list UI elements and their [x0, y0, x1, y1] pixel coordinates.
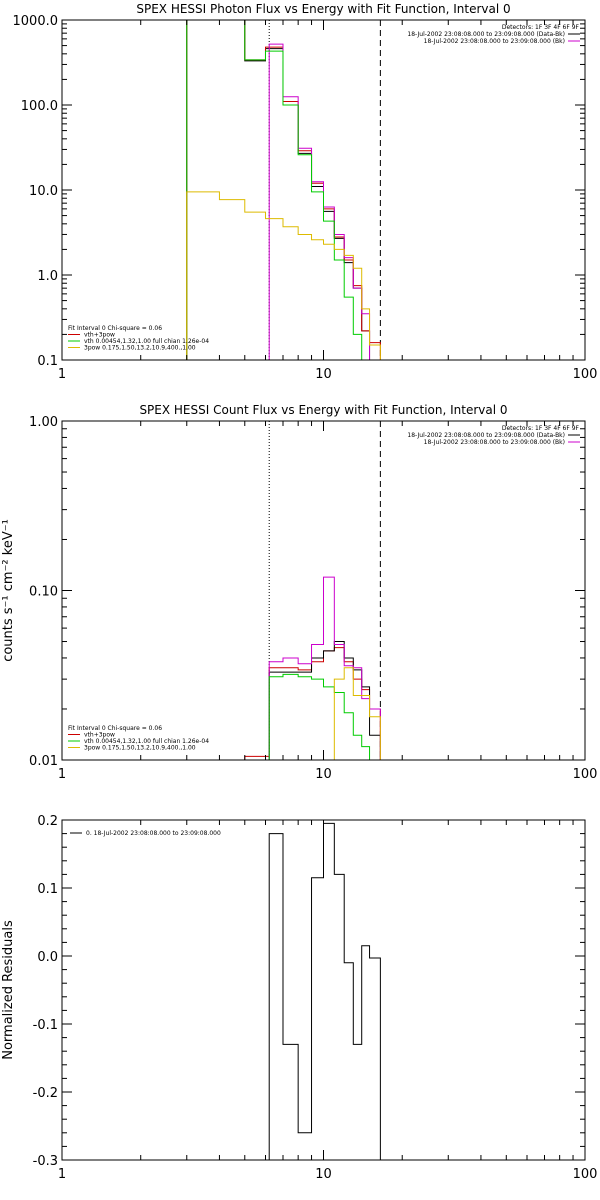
- series-group: [244, 576, 381, 760]
- y-tick-label: 0.1: [37, 354, 58, 369]
- legend-topright-entry: 18-Jul-2002 23:08:08.000 to 23:09:08.000…: [424, 439, 565, 446]
- x-tick-label: 1: [58, 367, 66, 382]
- chart-panel-0: SPEX HESSI Photon Flux vs Energy with Fi…: [13, 2, 598, 382]
- legend-topleft-entry: 0. 18-Jul-2002 23:08:08.000 to 23:09:08.…: [86, 830, 221, 837]
- series-line-2: [268, 576, 381, 760]
- legend-bottomleft-entry: 3pow 0.175,1.50,13.2,10.9,400.,1.00: [84, 345, 196, 352]
- legend-bottomleft-entry: vth 0.00454,1.32,1.00 full chian 1.26e-0…: [84, 338, 209, 345]
- legend-bottomleft-entry: Fit Interval 0 Chi-square = 0.06: [68, 325, 162, 332]
- y-tick-label: 1.00: [29, 415, 58, 430]
- legend-bottomleft-entry: vth 0.00454,1.32,1.00 full chian 1.26e-0…: [84, 738, 209, 745]
- series-line-3: [186, 20, 371, 360]
- series-line-0: [244, 647, 381, 760]
- chart-panel-2: Normalized Residuals 1 10 100 -0.3 -0.2 -0.1 0.…: [1, 814, 597, 1182]
- y-tick-label: 0.0: [37, 950, 58, 965]
- series-line-3: [268, 673, 371, 760]
- y-tick-label: 1.0: [37, 269, 58, 284]
- y-tick-label: -0.2: [33, 1086, 58, 1101]
- series-group: [186, 20, 381, 360]
- y-tick-label: -0.1: [33, 1018, 58, 1033]
- legend-topright-entry: 18-Jul-2002 23:08:08.000 to 23:09:08.000…: [407, 432, 565, 439]
- chart-title: SPEX HESSI Count Flux vs Energy with Fit…: [139, 403, 507, 417]
- series-line-0: [186, 20, 381, 360]
- legend-bottomleft-entry: Fit Interval 0 Chi-square = 0.06: [68, 725, 162, 732]
- y-tick-label: 10.0: [29, 184, 58, 199]
- x-tick-label: 10: [315, 367, 332, 382]
- series-line-2: [268, 43, 381, 360]
- x-tick-label: 100: [573, 767, 598, 782]
- y-axis-label: Normalized Residuals: [1, 920, 16, 1060]
- series-line-4: [333, 667, 381, 760]
- y-tick-label: 1000.0: [13, 14, 59, 29]
- series-line-0: [268, 822, 381, 1160]
- legend-bottomleft-entry: vth+3pow: [84, 732, 115, 739]
- y-tick-label: 0.1: [37, 882, 58, 897]
- legend-topright-entry: Detectors: 1F 3F 4F 6F 9F: [502, 425, 580, 432]
- y-axis-label: counts s⁻¹ cm⁻² keV⁻¹: [1, 519, 16, 662]
- series-line-4: [186, 191, 381, 360]
- legend-topright-entry: Detectors: 1F 3F 4F 6F 9F: [502, 24, 580, 31]
- x-tick-label: 100: [573, 1167, 598, 1182]
- y-tick-label: 0.10: [29, 585, 58, 600]
- x-tick-label: 1: [58, 1167, 66, 1182]
- chart-panel-1: SPEX HESSI Count Flux vs Energy with Fit…: [1, 403, 597, 782]
- y-tick-label: 100.0: [21, 99, 58, 114]
- y-tick-label: -0.3: [33, 1154, 58, 1169]
- series-group: [268, 822, 381, 1160]
- legend-bottomleft-entry: 3pow 0.175,1.50,13.2,10.9,400.,1.00: [84, 745, 196, 752]
- legend-bottomleft-entry: vth+3pow: [84, 332, 115, 339]
- x-tick-label: 100: [573, 367, 598, 382]
- x-tick-label: 1: [58, 767, 66, 782]
- legend-topright-entry: 18-Jul-2002 23:08:08.000 to 23:09:08.000…: [424, 38, 565, 45]
- x-tick-label: 10: [315, 1167, 332, 1182]
- chart-title: SPEX HESSI Photon Flux vs Energy with Fi…: [136, 2, 510, 16]
- legend-topright-entry: 18-Jul-2002 23:08:08.000 to 23:09:08.000…: [407, 31, 565, 38]
- series-line-1: [268, 641, 381, 760]
- y-tick-label: 0.2: [37, 814, 58, 829]
- series-line-1: [186, 20, 381, 360]
- x-tick-label: 10: [315, 767, 332, 782]
- y-tick-label: 0.01: [29, 754, 58, 769]
